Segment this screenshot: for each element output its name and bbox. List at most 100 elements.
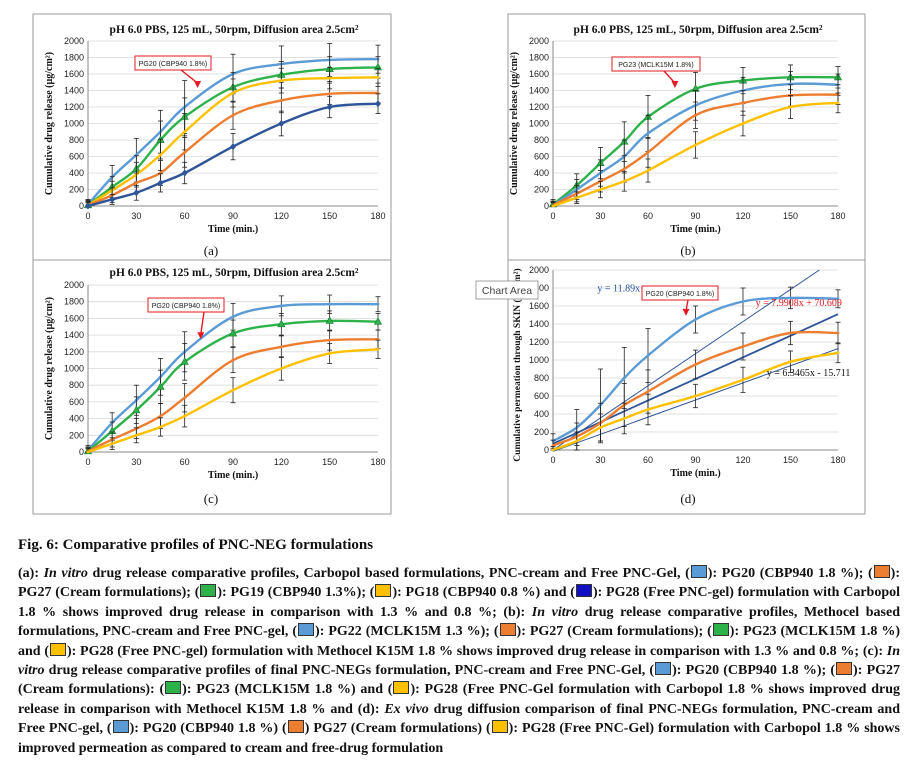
data-point	[599, 426, 602, 429]
trend-equation: y = 7.9908x + 70.609	[756, 298, 842, 309]
annotation-arrowhead	[194, 81, 202, 89]
data-point	[646, 390, 650, 393]
y-tick-label: 2000	[529, 36, 549, 46]
annotation-arrowhead	[682, 308, 690, 316]
chart-panel-a: 0 200 400 600 800 1000 1200 1400 1600 1800 2000 0 30…	[32, 13, 392, 263]
data-point	[646, 150, 650, 154]
annotation-arrow	[180, 69, 198, 84]
data-point	[133, 189, 140, 197]
y-tick-label: 1000	[529, 119, 549, 129]
legend-swatch-yellow	[375, 584, 392, 598]
caption-segment: ): PG28 (Free PNC-gel) formulation with …	[66, 643, 887, 659]
chart-title: pH 6.0 PBS, 125 mL, 50rpm, Diffusion are…	[574, 24, 823, 36]
data-point	[183, 150, 187, 154]
x-tick-label: 150	[322, 457, 337, 467]
data-point	[86, 450, 90, 454]
x-tick-label: 90	[690, 455, 700, 465]
y-tick-label: 1400	[529, 319, 549, 329]
data-point	[231, 315, 235, 319]
y-tick-label: 200	[69, 185, 84, 195]
data-point	[279, 345, 283, 349]
chart-area-tooltip	[475, 280, 539, 300]
data-point	[694, 394, 697, 398]
y-tick-label: 2000	[64, 36, 84, 46]
data-point	[551, 448, 555, 452]
data-point	[278, 120, 285, 127]
annotation-arrowhead	[671, 81, 679, 89]
chart-panel-b: 0 200 400 600 800 1000 1200 1400 1600 1800 2000 0 30…	[507, 13, 866, 263]
panel-frame	[507, 259, 866, 515]
data-point	[789, 296, 792, 300]
annotation-box	[611, 56, 701, 72]
data-point	[646, 354, 650, 357]
x-axis-title: Time (min.)	[208, 470, 258, 481]
x-tick-label: 90	[690, 211, 700, 221]
caption-body: (a): In vitro drug release comparative p…	[18, 564, 900, 758]
data-point	[376, 75, 380, 79]
legend-swatch-yellow	[49, 642, 66, 656]
data-point	[376, 302, 380, 306]
caption-segment: ) PG27 (Cream formulations) (	[304, 721, 491, 737]
y-tick-label: 1000	[529, 355, 549, 365]
y-tick-label: 400	[69, 168, 84, 178]
data-point	[85, 202, 91, 210]
caption-segment: ): PG28 (Free PNC-Gel) formulation with …	[18, 721, 900, 756]
y-tick-label: 2000	[529, 265, 549, 275]
x-tick-label: 180	[830, 455, 845, 465]
annotation-label: PG23 (MCLK15M 1.8%)	[618, 62, 693, 69]
data-point	[231, 358, 235, 362]
chart-title: pH 6.0 PBS, 125 mL, 50rpm, Diffusion are…	[110, 267, 359, 279]
y-axis-title: Cumulative drug release (µg/cm²)	[44, 297, 55, 440]
data-point	[231, 388, 235, 392]
data-point	[159, 153, 162, 157]
caption-segment: drug diffusion comparison of final PNC-N…	[18, 701, 900, 737]
x-tick-label: 120	[274, 211, 289, 221]
data-point	[836, 351, 840, 355]
y-tick-label: 800	[534, 373, 549, 383]
legend-swatch-darkblue	[575, 584, 592, 598]
legend-swatch-yellow	[491, 720, 508, 734]
data-point	[646, 132, 650, 135]
y-tick-label: 1600	[64, 69, 84, 79]
data-point	[328, 302, 332, 306]
y-tick-label: 1400	[64, 86, 84, 96]
series-pg28	[85, 339, 381, 454]
panel-label: (d)	[680, 491, 695, 506]
x-tick-label: 150	[322, 211, 337, 221]
figure-caption: Fig. 6: Comparative profiles of PNC-NEG …	[18, 537, 900, 758]
caption-segment: ): PG22 (MCLK15M 1.3 %); (	[315, 624, 499, 640]
annotation-label: PG20 (CBP940 1.8%)	[139, 61, 207, 68]
x-tick-label: 0	[85, 211, 90, 221]
y-tick-label: 0	[79, 447, 84, 457]
chart-panel-d: 0 200 400 600 800 1000 1200 1400 1600 1800 2000 0 30…	[475, 259, 866, 515]
caption-segment: ): PG20 (CBP940 1.8 %); (	[672, 663, 836, 679]
data-point	[134, 181, 138, 185]
x-axis-title: Time (min.)	[670, 224, 720, 235]
panel-frame	[507, 13, 866, 263]
data-point	[373, 317, 383, 325]
data-point	[157, 179, 164, 187]
x-tick-label: 0	[85, 457, 90, 467]
caption-segment: In vitro	[531, 604, 579, 620]
legend-swatch-orange	[287, 720, 304, 734]
y-tick-label: 1600	[64, 313, 84, 323]
data-point	[836, 297, 840, 301]
x-tick-label: 60	[643, 211, 653, 221]
data-point	[326, 103, 333, 111]
annotation-label: PG20 (CBP940 1.8%)	[152, 303, 220, 310]
data-point	[180, 357, 189, 365]
y-tick-label: 0	[544, 201, 549, 211]
y-tick-label: 800	[534, 135, 549, 145]
chart-panel-c: 0 200 400 600 800 1000 1200 1400 1600 1800 2000 0 30…	[32, 259, 392, 515]
caption-segment: In vitro	[18, 643, 901, 679]
x-axis-title: Time (min.)	[208, 224, 258, 235]
y-tick-label: 1400	[529, 86, 549, 96]
caption-segment: ): PG18 (CBP940 0.8 %) and (	[392, 585, 575, 601]
annotation-label: PG20 (CBP940 1.8%)	[646, 291, 714, 298]
annotation-arrowhead	[197, 332, 205, 340]
data-point	[228, 328, 238, 337]
legend-swatch-blue	[655, 662, 672, 676]
legend-swatch-green	[200, 584, 217, 598]
y-axis-title: Cumulative permeation through SKIN (µg/c…	[512, 268, 523, 461]
y-tick-label: 1200	[529, 337, 549, 347]
